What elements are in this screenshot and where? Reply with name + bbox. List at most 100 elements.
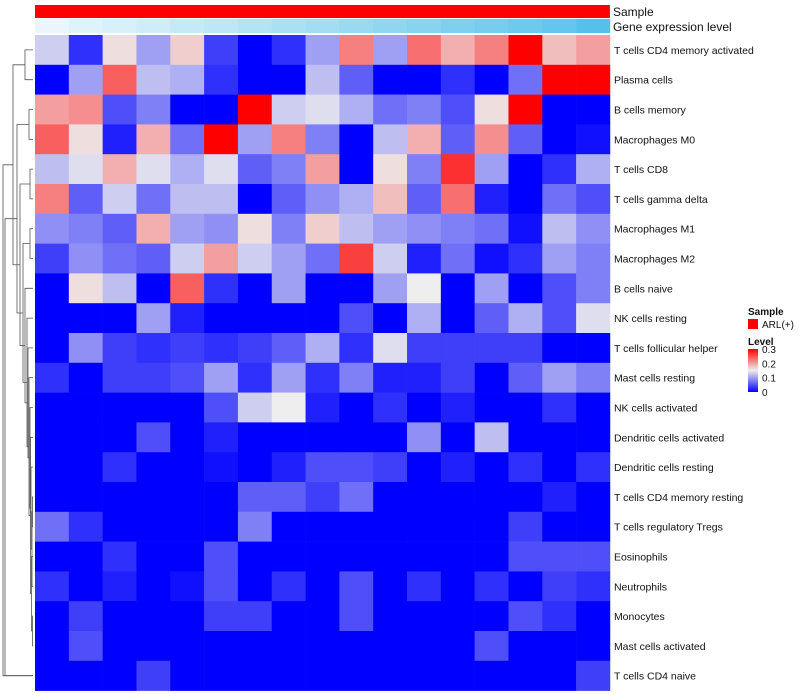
heatmap-cell xyxy=(170,362,205,393)
heatmap-cell xyxy=(373,362,408,393)
heatmap-cell xyxy=(440,422,475,453)
row-label: T cells CD4 naive xyxy=(614,671,696,683)
gene-expression-annotation-cell xyxy=(35,19,70,33)
annotation-label: Sample xyxy=(613,5,654,19)
heatmap-cell xyxy=(305,213,340,244)
heatmap-cell xyxy=(170,64,205,95)
heatmap-cell xyxy=(407,94,442,125)
heatmap-cell xyxy=(237,303,273,334)
heatmap-cell xyxy=(170,333,205,364)
heatmap-cell xyxy=(35,124,70,155)
row-label: Eosinophils xyxy=(614,552,668,564)
heatmap-cell xyxy=(576,452,611,483)
heatmap-cell xyxy=(440,333,475,364)
heatmap-cell xyxy=(576,541,611,572)
heatmap-cell xyxy=(508,601,543,632)
legend-sample-swatch xyxy=(748,319,758,329)
heatmap-cell xyxy=(542,213,577,244)
heatmap-cell xyxy=(271,94,306,125)
heatmap-cell xyxy=(170,660,205,691)
heatmap-cell xyxy=(576,243,611,274)
heatmap-cell xyxy=(204,154,239,185)
heatmap-cell xyxy=(474,35,509,66)
gene-expression-annotation-cell xyxy=(373,19,408,33)
dendrogram-branch xyxy=(32,615,33,647)
heatmap-cell xyxy=(373,243,408,274)
heatmap-cell xyxy=(136,184,171,215)
heatmap-cell xyxy=(373,541,408,572)
heatmap-cell xyxy=(474,124,509,155)
heatmap-cell xyxy=(35,333,70,364)
heatmap-cell xyxy=(170,35,205,66)
row-label: T cells CD8 xyxy=(614,164,668,176)
heatmap-cell xyxy=(102,511,137,542)
heatmap-cell xyxy=(102,213,137,244)
heatmap-cell xyxy=(204,660,239,691)
heatmap-cell xyxy=(474,273,509,304)
heatmap-cell xyxy=(237,184,273,215)
heatmap-cell xyxy=(339,362,374,393)
heatmap-cell xyxy=(102,362,137,393)
heatmap-cell xyxy=(339,601,374,632)
heatmap-cell xyxy=(237,333,273,364)
heatmap-cell xyxy=(542,154,577,185)
dendrogram-branch xyxy=(2,164,33,677)
heatmap-cell xyxy=(204,333,239,364)
heatmap-cell xyxy=(576,482,611,513)
heatmap-cell xyxy=(170,124,205,155)
heatmap-cell xyxy=(237,482,273,513)
heatmap-cell xyxy=(474,422,509,453)
legend-sample-title: Sample xyxy=(748,307,784,318)
heatmap-cell xyxy=(440,452,475,483)
heatmap-cell xyxy=(237,452,273,483)
heatmap-cell xyxy=(136,243,171,274)
heatmap-cell xyxy=(68,452,103,483)
heatmap-cell xyxy=(305,422,340,453)
heatmap-cell xyxy=(237,571,273,602)
heatmap-cell xyxy=(373,64,408,95)
heatmap-cell xyxy=(474,154,509,185)
dendrogram-branch xyxy=(28,109,33,140)
heatmap-cell xyxy=(204,243,239,274)
heatmap-cell xyxy=(271,422,306,453)
heatmap-cell xyxy=(373,35,408,66)
heatmap-cell xyxy=(204,213,239,244)
heatmap-cell xyxy=(68,511,103,542)
heatmap-cell xyxy=(170,571,205,602)
heatmap-cell xyxy=(373,422,408,453)
heatmap-cell xyxy=(305,94,340,125)
heatmap-cell xyxy=(68,94,103,125)
heatmap-cell xyxy=(339,94,374,125)
heatmap-cell xyxy=(204,184,239,215)
heatmap-cell xyxy=(237,94,273,125)
dendrogram-branch xyxy=(22,243,30,383)
heatmap-cell xyxy=(102,541,137,572)
heatmap-cell xyxy=(136,601,171,632)
heatmap-cell xyxy=(440,482,475,513)
heatmap-cell xyxy=(474,184,509,215)
heatmap-cell xyxy=(474,601,509,632)
heatmap-cell xyxy=(339,422,374,453)
heatmap-cell xyxy=(305,273,340,304)
heatmap-cell xyxy=(508,303,543,334)
heatmap-cell xyxy=(339,273,374,304)
heatmap-cell xyxy=(576,64,611,95)
heatmap-cell xyxy=(440,601,475,632)
heatmap-cell xyxy=(407,243,442,274)
heatmap-cell xyxy=(542,94,577,125)
legend-level-tick: 0.3 xyxy=(762,345,776,356)
heatmap-cell xyxy=(237,213,273,244)
heatmap-cell xyxy=(542,273,577,304)
gene-expression-annotation-cell xyxy=(508,19,543,33)
heatmap-cell xyxy=(68,333,103,364)
heatmap-cell xyxy=(68,660,103,691)
heatmap-cell xyxy=(508,184,543,215)
heatmap-cell xyxy=(237,124,273,155)
row-label: Macrophages M0 xyxy=(614,134,695,146)
heatmap-cell xyxy=(68,601,103,632)
heatmap-cell xyxy=(204,422,239,453)
heatmap-cell xyxy=(373,571,408,602)
row-label: T cells gamma delta xyxy=(614,194,708,206)
